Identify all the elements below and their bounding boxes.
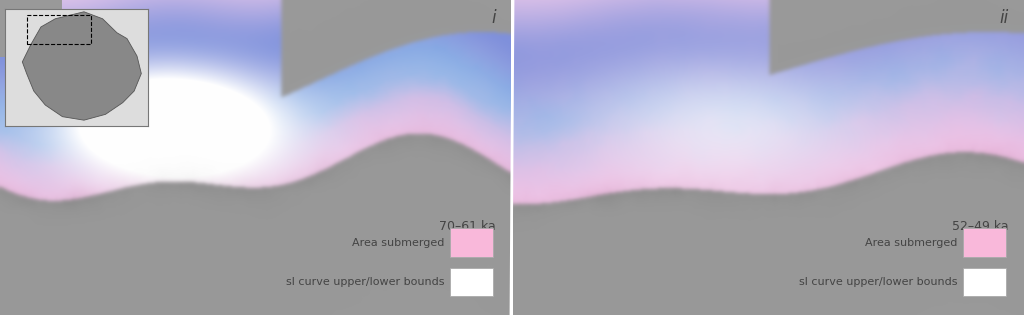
Text: Area submerged: Area submerged [352,238,444,248]
Bar [27,15,91,44]
Bar [963,268,1007,296]
Text: 52–49 ka: 52–49 ka [952,220,1009,233]
Text: i: i [492,9,496,27]
Text: sl curve upper/lower bounds: sl curve upper/lower bounds [286,277,444,287]
Text: 70–61 ka: 70–61 ka [439,220,496,233]
Polygon shape [23,12,141,120]
Text: sl curve upper/lower bounds: sl curve upper/lower bounds [799,277,957,287]
Bar [450,268,494,296]
Bar [450,228,494,257]
Bar [963,228,1007,257]
Text: ii: ii [999,9,1009,27]
Text: Area submerged: Area submerged [865,238,957,248]
